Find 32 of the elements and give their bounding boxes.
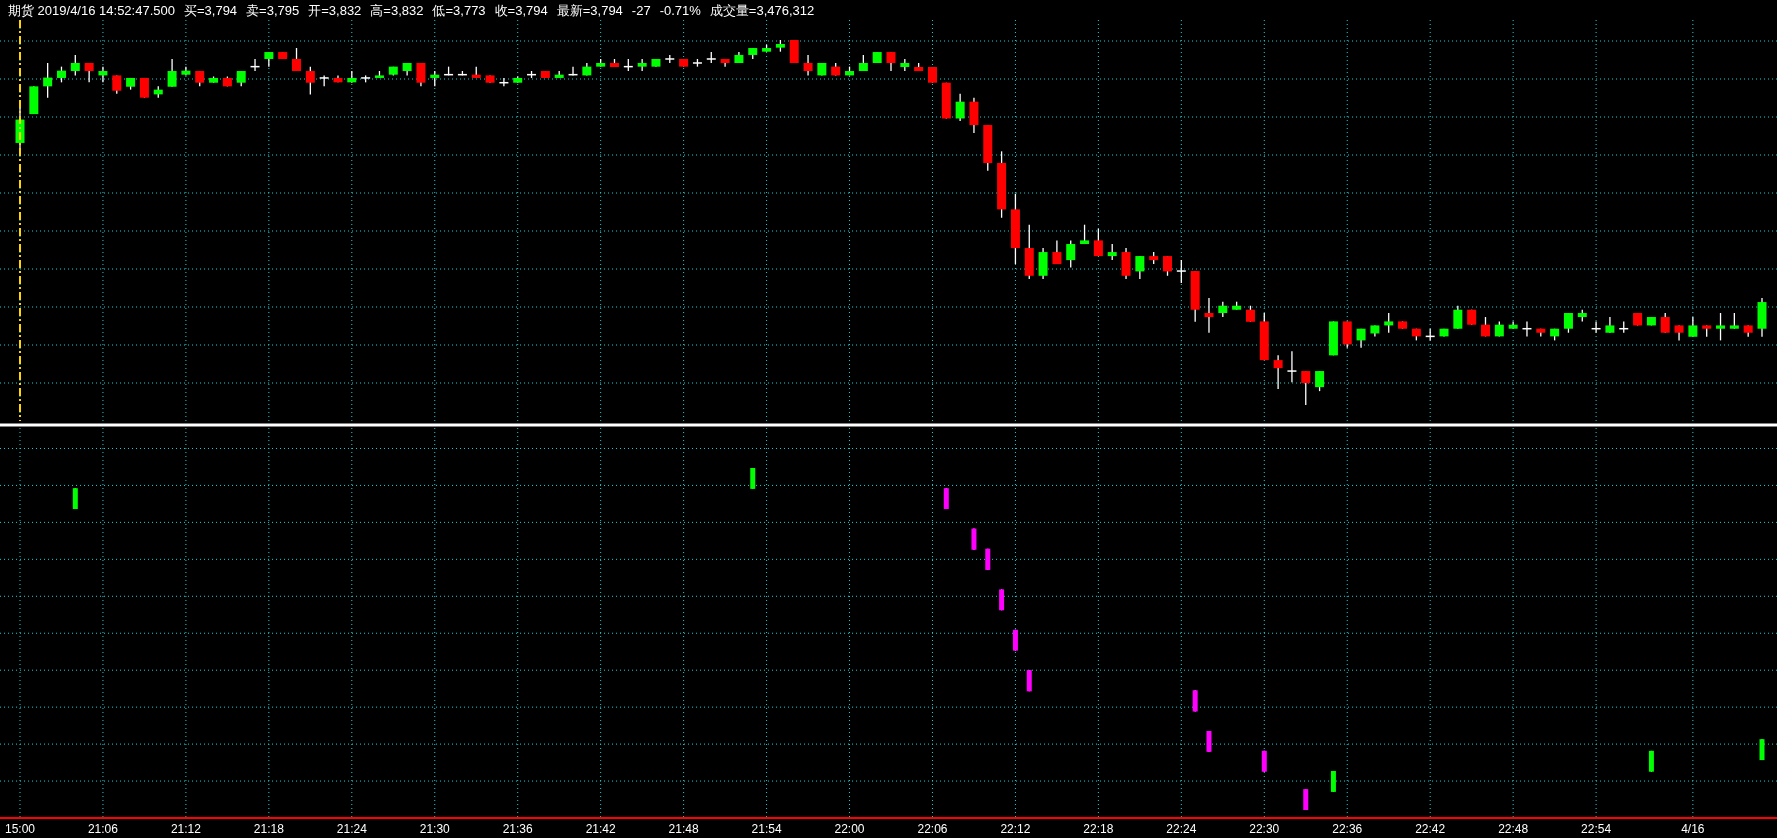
chart-title: 期货 2019/4/16 14:52:47.500 — [8, 3, 175, 18]
x-tick-label: 21:30 — [419, 822, 451, 836]
x-tick-label: 21:12 — [170, 822, 202, 836]
x-tick-label: 15:00 — [4, 822, 36, 836]
x-tick-label: 22:12 — [1000, 822, 1031, 836]
text: 开=3,832 — [308, 3, 362, 18]
text: -0.71% — [659, 3, 702, 18]
x-tick-label: 21:42 — [585, 822, 617, 836]
text: 收=3,794 — [494, 3, 548, 18]
x-tick-label: 22:36 — [1332, 822, 1363, 836]
text: 卖=3,795 — [246, 3, 300, 18]
x-tick-label: 22:54 — [1581, 822, 1612, 836]
x-tick-label: 4/16 — [1681, 822, 1705, 836]
x-tick-label: 22:48 — [1498, 822, 1529, 836]
text: 高=3,832 — [370, 3, 424, 18]
x-tick-label: 21:36 — [502, 822, 534, 836]
x-tick-label: 21:24 — [336, 822, 368, 836]
x-tick-label: 22:24 — [1166, 822, 1197, 836]
text: 成交量=3,476,312 — [709, 3, 815, 18]
x-tick-label: 22:42 — [1415, 822, 1446, 836]
x-tick-label: 22:18 — [1083, 822, 1114, 836]
text: 买=3,794 — [183, 3, 238, 18]
x-tick-label: 21:54 — [751, 822, 782, 836]
x-tick-label: 22:30 — [1249, 822, 1280, 836]
x-tick-label: 22:06 — [917, 822, 948, 836]
text: 低=3,773 — [432, 3, 486, 18]
text: -27 — [631, 3, 651, 18]
x-tick-label: 21:06 — [87, 822, 119, 836]
x-tick-label: 22:00 — [834, 822, 865, 836]
x-tick-label: 21:48 — [668, 822, 699, 836]
text: 最新=3,794 — [556, 3, 623, 18]
x-tick-label: 21:18 — [253, 822, 285, 836]
